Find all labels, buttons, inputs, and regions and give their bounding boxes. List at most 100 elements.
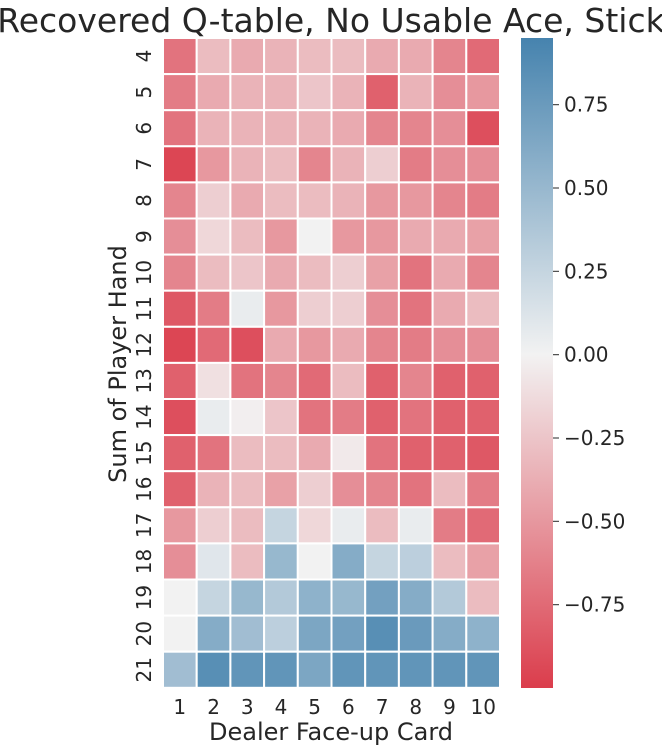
colorbar-tick-label: −0.25 (564, 426, 625, 450)
heatmap-cell (296, 361, 333, 400)
heatmap-cell (330, 37, 367, 76)
heatmap-cell (263, 542, 299, 581)
heatmap-cell (229, 361, 266, 400)
heatmap-cell (397, 398, 434, 437)
y-tick-label: 13 (132, 368, 156, 393)
y-tick-label: 9 (132, 230, 156, 243)
heatmap-cell (364, 109, 400, 148)
heatmap-cell (465, 289, 501, 328)
heatmap-cell (364, 217, 400, 256)
heatmap-cell (431, 73, 468, 112)
heatmap-cell (397, 614, 434, 653)
heatmap-cell (465, 217, 501, 256)
heatmap-cell (263, 650, 299, 689)
heatmap-cell (263, 578, 299, 617)
heatmap-cell (162, 37, 198, 76)
x-tick-label: 10 (470, 695, 495, 719)
heatmap-cell (229, 325, 266, 364)
heatmap-cell (364, 361, 400, 400)
y-tick-label: 17 (132, 513, 156, 538)
y-tick-label: 10 (132, 260, 156, 285)
y-tick-label: 6 (132, 122, 156, 135)
heatmap-cell (263, 37, 299, 76)
x-tick-label: 7 (376, 695, 389, 719)
heatmap-cell (263, 506, 299, 545)
heatmap-cell (330, 361, 367, 400)
heatmap-cell (195, 289, 232, 328)
heatmap-cell (296, 434, 333, 473)
heatmap-cell (296, 253, 333, 292)
colorbar-tick-label: 0.75 (564, 93, 609, 117)
heatmap-cell (162, 181, 198, 220)
heatmap-cell (263, 217, 299, 256)
heatmap-cell (162, 614, 198, 653)
heatmap-cell (397, 145, 434, 184)
heatmap-cell (263, 614, 299, 653)
heatmap-cell (162, 650, 198, 689)
heatmap-cell (397, 37, 434, 76)
heatmap-cell (296, 217, 333, 256)
heatmap-cell (364, 37, 400, 76)
heatmap-cell (465, 181, 501, 220)
heatmap-cell (465, 73, 501, 112)
heatmap-cell (397, 434, 434, 473)
heatmap-cell (465, 578, 501, 617)
x-tick-label: 8 (409, 695, 422, 719)
heatmap-cell (397, 542, 434, 581)
heatmap-cell (465, 109, 501, 148)
heatmap-cell (195, 217, 232, 256)
heatmap-cell (397, 109, 434, 148)
y-tick-label: 18 (132, 549, 156, 574)
heatmap-cell (263, 73, 299, 112)
heatmap-cell (229, 434, 266, 473)
y-tick-label: 19 (132, 585, 156, 610)
heatmap-cell (296, 73, 333, 112)
heatmap-cell (195, 578, 232, 617)
heatmap-cell (397, 361, 434, 400)
heatmap-cell (330, 506, 367, 545)
heatmap-cell (229, 506, 266, 545)
heatmap-cell (397, 578, 434, 617)
heatmap-cell (195, 145, 232, 184)
heatmap-cell (296, 109, 333, 148)
heatmap-cell (330, 181, 367, 220)
heatmap-cell (162, 578, 198, 617)
colorbar-tick-label: 0.50 (564, 176, 609, 200)
heatmap-cell (330, 217, 367, 256)
heatmap-cell (397, 506, 434, 545)
y-tick-label: 16 (132, 477, 156, 502)
heatmap-cell (296, 145, 333, 184)
heatmap-cell (229, 470, 266, 509)
y-tick-label: 11 (132, 296, 156, 321)
heatmap-cell (162, 506, 198, 545)
heatmap-cell (431, 542, 468, 581)
heatmap-cell (162, 145, 198, 184)
heatmap-cell (229, 37, 266, 76)
heatmap-cell (397, 650, 434, 689)
heatmap-cell (364, 506, 400, 545)
x-tick-label: 9 (443, 695, 456, 719)
y-tick-labels: 4 5 6 7 8 9 10 11 12 13 14 15 16 17 18 19 20 21 (132, 50, 156, 683)
colorbar-tick-label: −0.75 (564, 593, 625, 617)
heatmap-cell (465, 325, 501, 364)
y-tick-label: 15 (132, 440, 156, 465)
x-tick-labels: 1 2 3 4 5 6 7 8 9 10 (173, 695, 495, 719)
heatmap-cell (296, 289, 333, 328)
heatmap-cell (364, 253, 400, 292)
heatmap-cell (431, 578, 468, 617)
heatmap-cell (431, 181, 468, 220)
heatmap-cell (431, 109, 468, 148)
heatmap-cell (330, 253, 367, 292)
y-tick-label: 7 (132, 158, 156, 171)
heatmap-cell (364, 434, 400, 473)
colorbar-tick-label: 0.25 (564, 259, 609, 283)
y-tick-label: 4 (132, 50, 156, 63)
heatmap-cell (162, 253, 198, 292)
heatmap-cell (397, 289, 434, 328)
x-tick-label: 5 (308, 695, 321, 719)
heatmap-cell (364, 325, 400, 364)
heatmap-cell (330, 325, 367, 364)
heatmap-cell (162, 109, 198, 148)
heatmap-cell (162, 217, 198, 256)
